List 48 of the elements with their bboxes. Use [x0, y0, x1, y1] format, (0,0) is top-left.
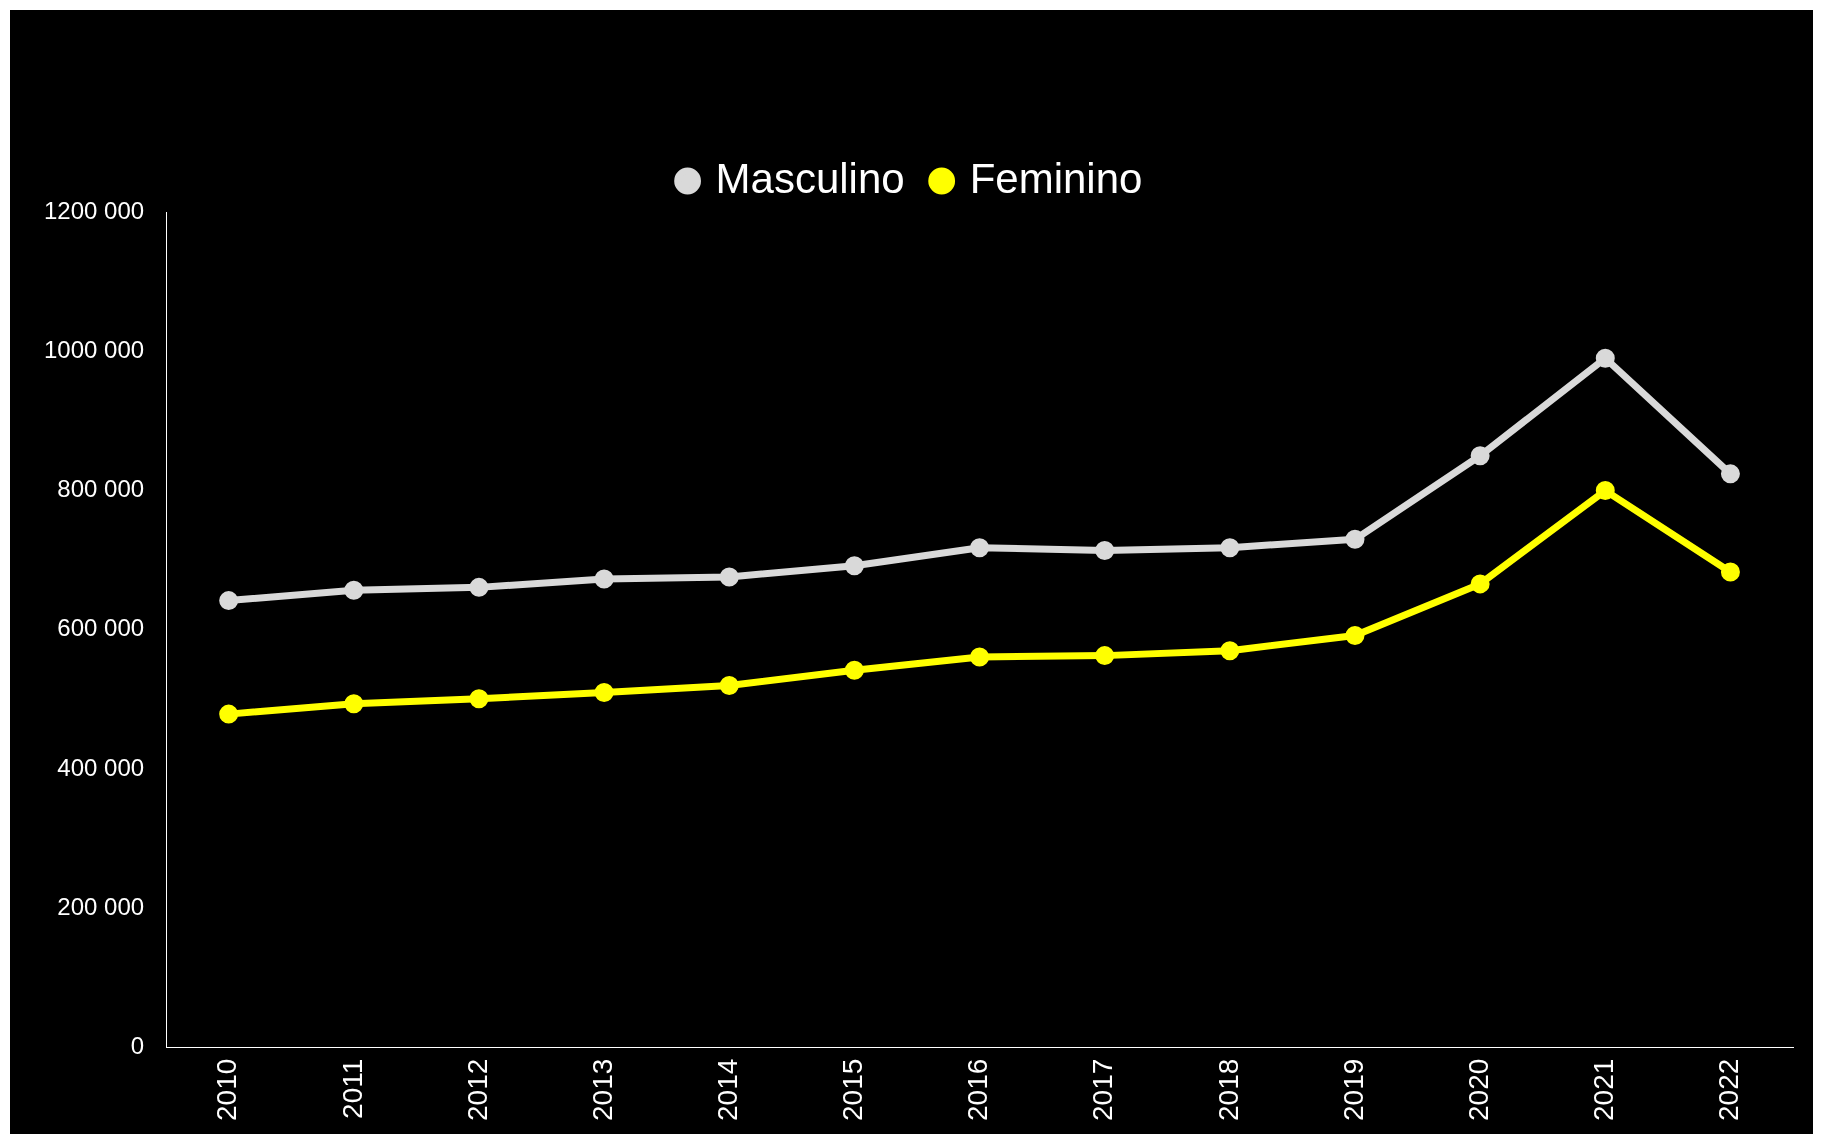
- x-tick-label: 2016: [962, 1058, 994, 1122]
- point: [469, 689, 489, 709]
- x-tick-label: 2017: [1087, 1058, 1119, 1122]
- point: [1095, 646, 1115, 666]
- point: [219, 591, 239, 611]
- point: [719, 567, 739, 587]
- point: [1345, 625, 1365, 645]
- point: [1220, 538, 1240, 558]
- point: [1470, 446, 1490, 466]
- y-tick-label: 0: [130, 1032, 145, 1060]
- y-tick-label: 1000 000: [43, 335, 145, 363]
- x-tick-label: 2013: [586, 1058, 618, 1122]
- point: [970, 538, 990, 558]
- point: [970, 647, 990, 667]
- x-tick-label: 2019: [1337, 1058, 1369, 1122]
- point: [1095, 540, 1115, 560]
- point: [219, 704, 239, 724]
- x-tick-label: 2014: [711, 1058, 743, 1122]
- y-tick-label: 800 000: [57, 475, 145, 503]
- point: [1220, 641, 1240, 661]
- point: [1720, 562, 1740, 582]
- point: [594, 569, 614, 589]
- point: [719, 676, 739, 696]
- point: [1595, 481, 1615, 501]
- point: [469, 577, 489, 597]
- y-tick-label: 1200 000: [43, 196, 145, 224]
- point: [844, 556, 864, 576]
- point: [594, 683, 614, 703]
- y-tick-label: 600 000: [57, 614, 145, 642]
- point: [1345, 529, 1365, 549]
- x-tick-label: 2012: [461, 1058, 493, 1122]
- y-tick-label: 400 000: [57, 753, 145, 781]
- point: [1595, 348, 1615, 368]
- x-tick-label: 2018: [1212, 1058, 1244, 1122]
- legend-label: Masculino: [715, 154, 905, 202]
- x-tick-label: 2010: [211, 1058, 243, 1122]
- x-tick-label: 2022: [1713, 1058, 1745, 1122]
- point: [1720, 464, 1740, 484]
- y-tick-label: 200 000: [57, 893, 145, 921]
- point: [344, 580, 364, 600]
- x-tick-label: 2020: [1462, 1058, 1494, 1122]
- point: [1470, 574, 1490, 594]
- point: [344, 694, 364, 714]
- x-tick-label: 2015: [837, 1058, 869, 1122]
- x-tick-label: 2011: [336, 1058, 368, 1119]
- x-tick-label: 2021: [1588, 1058, 1619, 1122]
- point: [844, 660, 864, 680]
- legend-label: Feminino: [969, 154, 1143, 202]
